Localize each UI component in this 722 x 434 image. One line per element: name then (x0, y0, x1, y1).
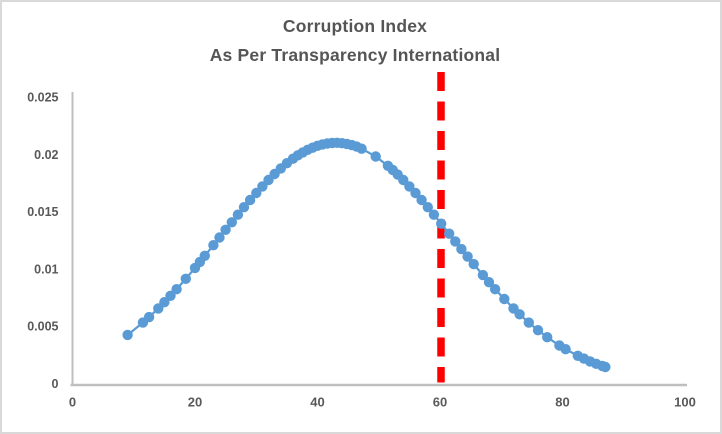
data-point (444, 228, 455, 239)
data-point (477, 269, 489, 281)
data-point (462, 251, 473, 262)
y-tick-label: 0.005 (27, 320, 58, 334)
data-point (450, 236, 461, 247)
data-point (208, 240, 219, 251)
y-tick-label: 0.025 (27, 91, 58, 105)
x-tick-label: 40 (310, 395, 324, 410)
data-point (428, 209, 440, 220)
data-point (232, 209, 244, 220)
y-tick-label: 0.01 (34, 262, 58, 276)
data-point (165, 290, 176, 301)
data-point (468, 258, 479, 270)
data-point (251, 187, 262, 199)
chart-title: Corruption Index As Per Transparency Int… (2, 12, 708, 70)
data-point (600, 361, 611, 373)
data-point (436, 218, 447, 229)
data-point (456, 243, 467, 255)
data-point (214, 232, 225, 243)
data-point (410, 187, 421, 199)
data-point (560, 344, 571, 355)
data-point (422, 202, 433, 213)
data-point (499, 293, 510, 305)
data-point (226, 217, 237, 228)
x-tick-label: 80 (555, 395, 569, 410)
data-point (238, 202, 250, 213)
x-tick-label: 0 (69, 395, 76, 410)
data-point (489, 284, 501, 295)
data-point (171, 284, 182, 295)
data-point (199, 250, 210, 261)
data-point (143, 311, 155, 323)
chart-title-line2: As Per Transparency International (209, 45, 501, 65)
data-point (370, 151, 381, 162)
data-point (514, 309, 525, 320)
data-point (404, 181, 415, 192)
data-point (180, 273, 191, 284)
data-point (532, 325, 544, 336)
data-point (416, 194, 427, 206)
x-tick-label: 60 (433, 395, 447, 410)
data-point (244, 194, 256, 206)
data-point (122, 329, 133, 341)
x-tick-label: 100 (674, 395, 696, 410)
data-point (220, 224, 231, 235)
series-line (126, 141, 606, 369)
y-tick-label: 0 (52, 377, 59, 391)
data-point (523, 317, 534, 328)
data-point (542, 332, 553, 343)
x-tick-label: 20 (188, 395, 202, 410)
data-point (483, 277, 495, 288)
data-point (356, 143, 367, 154)
chart-title-line1: Corruption Index (282, 16, 428, 36)
y-tick-label: 0.015 (27, 205, 58, 219)
y-tick-label: 0.02 (34, 148, 58, 162)
